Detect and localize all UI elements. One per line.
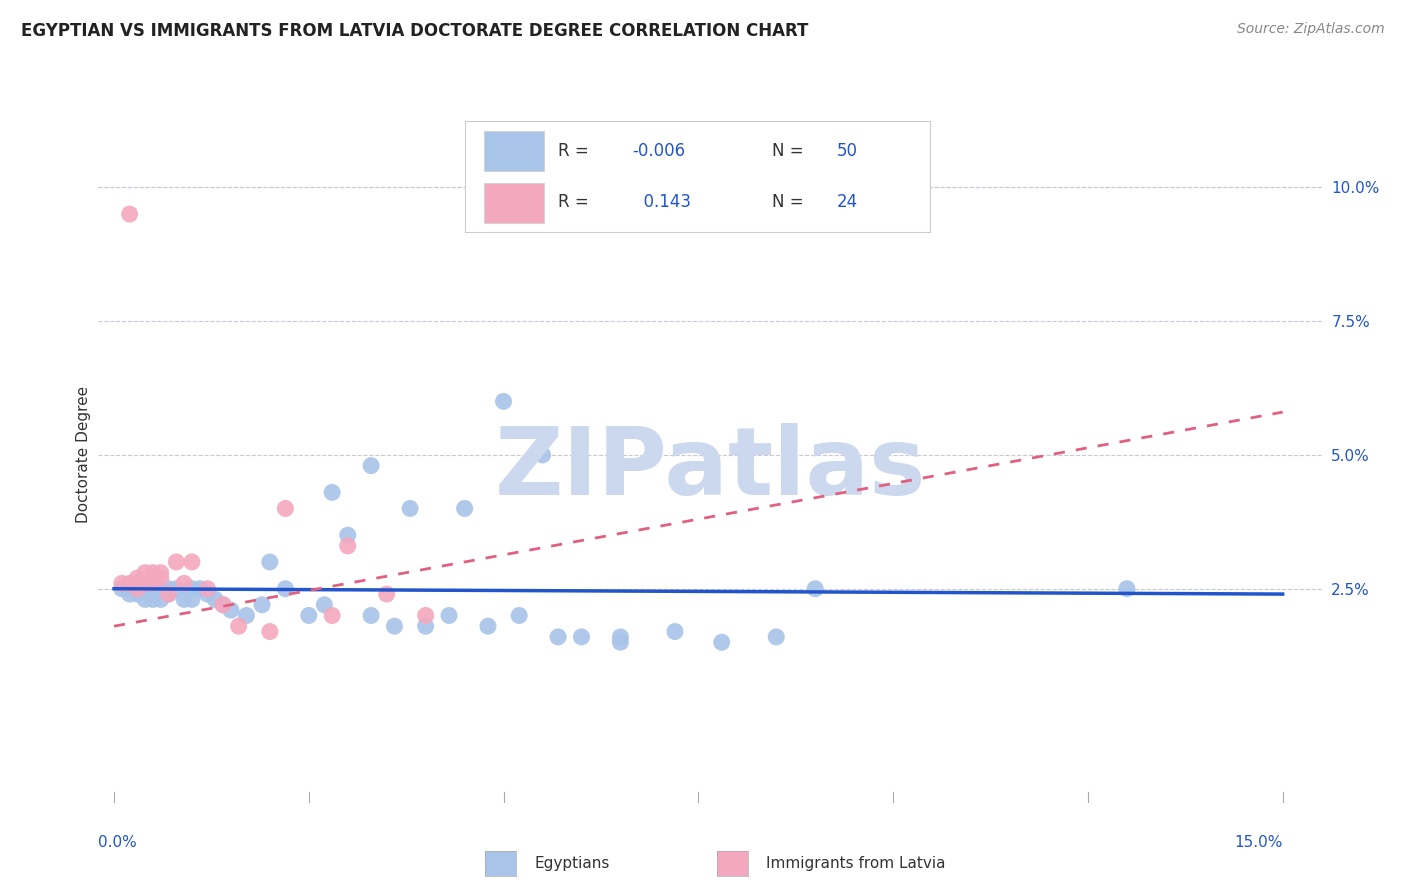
Point: [127, 576, 149, 591]
Point: [710, 635, 733, 649]
Point: [188, 582, 211, 596]
Point: [384, 619, 406, 633]
Text: 0.0%: 0.0%: [98, 835, 138, 850]
Point: [149, 566, 172, 580]
Point: [274, 582, 297, 596]
Point: [134, 592, 156, 607]
Point: [180, 582, 202, 596]
Point: [127, 582, 149, 596]
Point: [204, 592, 226, 607]
Point: [157, 587, 180, 601]
Point: [118, 587, 141, 601]
Point: [508, 608, 530, 623]
Point: [142, 592, 165, 607]
Point: [134, 582, 156, 596]
Point: [118, 207, 141, 221]
Point: [664, 624, 686, 639]
Point: [609, 630, 631, 644]
Point: [142, 576, 165, 591]
Point: [134, 576, 156, 591]
Point: [173, 576, 195, 591]
Point: [149, 571, 172, 585]
Point: [531, 448, 554, 462]
Point: [804, 582, 827, 596]
Point: [336, 539, 359, 553]
Point: [375, 587, 398, 601]
Point: [321, 485, 343, 500]
Point: [259, 555, 281, 569]
Point: [180, 555, 202, 569]
Point: [165, 582, 187, 596]
Text: Immigrants from Latvia: Immigrants from Latvia: [766, 856, 946, 871]
Point: [1115, 582, 1137, 596]
Point: [415, 619, 437, 633]
Point: [453, 501, 475, 516]
Y-axis label: Doctorate Degree: Doctorate Degree: [76, 386, 91, 524]
Point: [477, 619, 499, 633]
Point: [212, 598, 235, 612]
Point: [142, 582, 165, 596]
Point: [250, 598, 273, 612]
Point: [415, 608, 437, 623]
Point: [127, 587, 149, 601]
Point: [180, 592, 202, 607]
Point: [149, 592, 172, 607]
Point: [142, 566, 165, 580]
Point: [259, 624, 281, 639]
Point: [212, 598, 235, 612]
Point: [157, 587, 180, 601]
Point: [235, 608, 257, 623]
Point: [111, 582, 134, 596]
Point: [437, 608, 460, 623]
Point: [118, 576, 141, 591]
Point: [118, 582, 141, 596]
Text: 15.0%: 15.0%: [1234, 835, 1282, 850]
Point: [111, 576, 134, 591]
Point: [149, 582, 172, 596]
Point: [197, 582, 219, 596]
Point: [298, 608, 321, 623]
Point: [360, 458, 382, 473]
Point: [165, 555, 187, 569]
Text: EGYPTIAN VS IMMIGRANTS FROM LATVIA DOCTORATE DEGREE CORRELATION CHART: EGYPTIAN VS IMMIGRANTS FROM LATVIA DOCTO…: [21, 22, 808, 40]
Point: [321, 608, 343, 623]
Point: [228, 619, 250, 633]
Point: [336, 528, 359, 542]
Point: [219, 603, 242, 617]
Point: [173, 592, 195, 607]
Point: [127, 571, 149, 585]
Text: Egyptians: Egyptians: [534, 856, 610, 871]
Point: [274, 501, 297, 516]
Point: [360, 608, 382, 623]
Point: [571, 630, 593, 644]
Point: [765, 630, 787, 644]
Point: [399, 501, 422, 516]
Point: [547, 630, 569, 644]
Point: [314, 598, 336, 612]
Point: [609, 635, 631, 649]
Point: [197, 587, 219, 601]
Text: Source: ZipAtlas.com: Source: ZipAtlas.com: [1237, 22, 1385, 37]
Point: [157, 582, 180, 596]
Text: ZIPatlas: ZIPatlas: [495, 423, 925, 515]
Point: [134, 566, 156, 580]
Point: [492, 394, 515, 409]
